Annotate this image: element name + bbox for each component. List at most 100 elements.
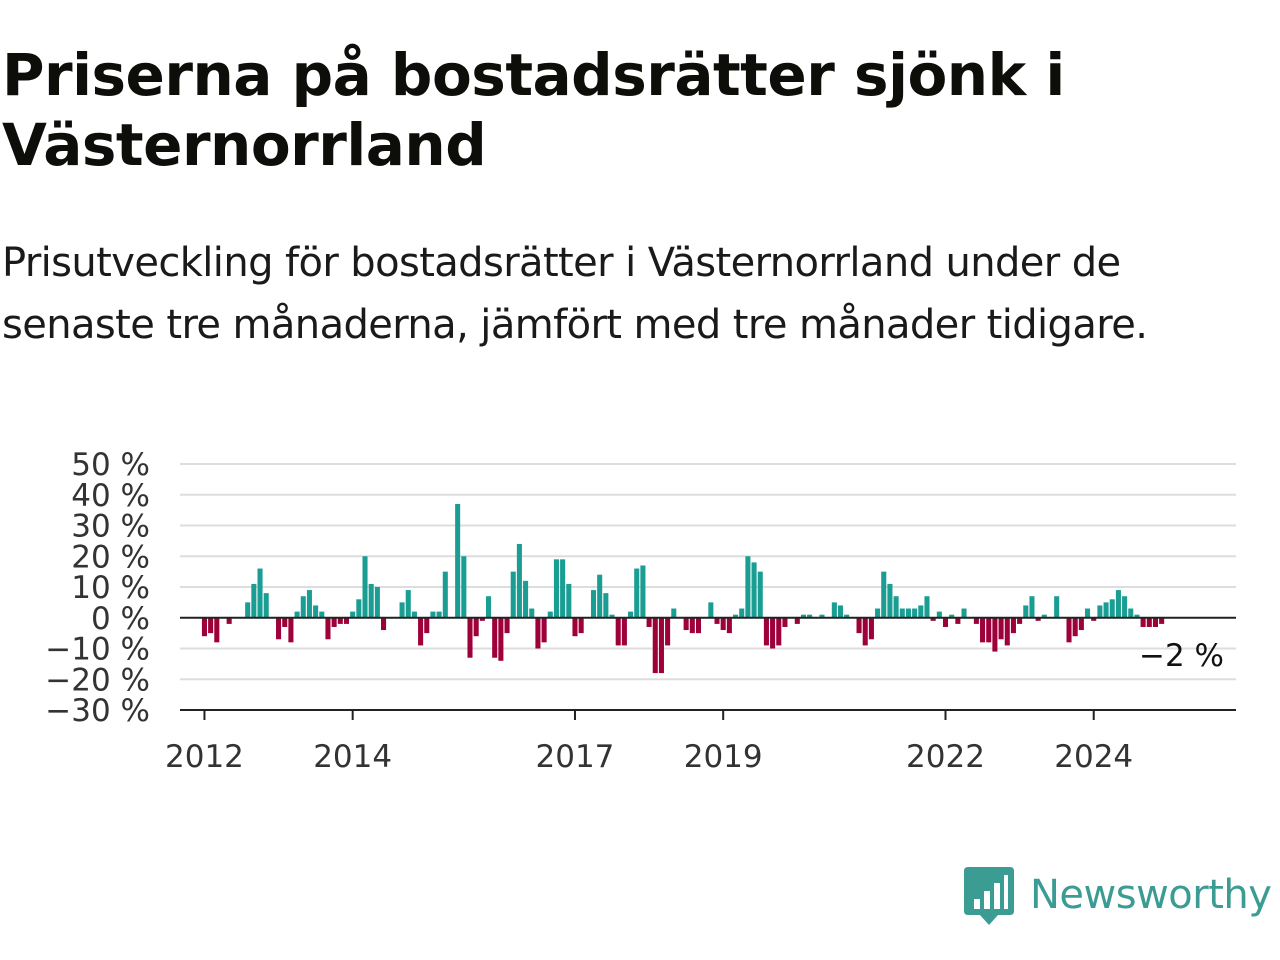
newsworthy-chart-icon (964, 867, 1014, 925)
chart-subtitle: Prisutveckling för bostadsrätter i Väste… (2, 240, 1148, 348)
bar (708, 602, 714, 618)
logo-text: Newsworthy (1030, 872, 1272, 918)
bar (912, 608, 918, 618)
y-tick-label: −20 % (45, 662, 150, 698)
bar (634, 568, 640, 618)
bar (776, 617, 782, 646)
bar (263, 593, 269, 618)
bar (201, 617, 207, 637)
bar (1134, 614, 1140, 618)
bar (1085, 608, 1091, 618)
bar (751, 562, 757, 618)
bar (578, 617, 584, 634)
newsworthy-logo: Newsworthy (962, 862, 1272, 928)
bar (1122, 596, 1128, 618)
y-tick-label: 20 % (71, 539, 150, 575)
bar (350, 611, 356, 618)
bar (1115, 590, 1121, 618)
x-tick-label: 2014 (313, 739, 392, 775)
bar (1146, 617, 1152, 627)
bar (714, 617, 720, 624)
y-tick-label: 50 % (71, 447, 150, 483)
y-tick-label: −30 % (45, 693, 150, 729)
last-value-label: −2 % (1139, 638, 1224, 674)
bar (794, 617, 800, 624)
bar (918, 605, 924, 618)
bar (831, 602, 837, 618)
bar (245, 602, 251, 618)
y-axis-ticks: 50 %40 %30 %20 %10 %0 %−10 %−20 %−30 % (45, 447, 150, 729)
bar (1004, 617, 1010, 646)
bar (875, 608, 881, 618)
bar (695, 617, 702, 634)
bar (282, 617, 288, 627)
bar (467, 617, 473, 658)
bar (560, 559, 566, 618)
bar (992, 617, 998, 652)
bar (739, 608, 745, 618)
y-tick-label: 40 % (71, 478, 150, 514)
bar (572, 617, 578, 637)
bar (665, 617, 671, 646)
bar (523, 580, 529, 618)
bar (1017, 617, 1023, 624)
bar (856, 617, 862, 634)
bar (609, 614, 615, 618)
bar-chart: 50 %40 %30 %20 %10 %0 %−10 %−20 %−30 % 2… (45, 447, 1236, 775)
bar (430, 611, 436, 618)
bar (949, 614, 955, 618)
bar (683, 617, 689, 631)
bar (547, 611, 553, 618)
bar (837, 605, 844, 618)
bar (418, 617, 424, 646)
x-tick-label: 2019 (684, 739, 763, 775)
bar (498, 617, 504, 661)
bar (510, 571, 516, 618)
bar (288, 617, 294, 643)
bar (936, 611, 942, 618)
bar (1066, 617, 1072, 643)
y-tick-label: 10 % (71, 570, 150, 606)
bar (782, 617, 788, 627)
bar (566, 583, 572, 618)
bar (1128, 608, 1134, 618)
bar (479, 617, 485, 621)
bar (819, 614, 825, 618)
chart-title: Priserna på bostadsrätter sjönk i Väster… (2, 41, 1065, 179)
bar (504, 617, 510, 634)
x-tick-label: 2017 (536, 739, 615, 775)
bar (300, 596, 306, 618)
bar (757, 571, 763, 618)
bar (436, 611, 442, 618)
bar (671, 608, 677, 618)
bar (881, 571, 887, 618)
bar (955, 617, 961, 624)
bar (251, 583, 257, 618)
x-tick-label: 2024 (1054, 739, 1133, 775)
bar (257, 568, 263, 618)
bar (1041, 614, 1047, 618)
bar (1035, 617, 1041, 621)
bar (628, 611, 634, 618)
bar (980, 617, 986, 643)
bar (455, 503, 461, 618)
bar (1091, 617, 1097, 621)
x-tick-label: 2022 (906, 739, 985, 775)
bar (1152, 617, 1159, 627)
bar (893, 596, 899, 618)
bar (942, 617, 949, 627)
bar (807, 614, 813, 618)
bar (621, 617, 627, 646)
bar (597, 574, 603, 618)
bar (770, 617, 776, 649)
bar (868, 617, 874, 640)
bar (689, 617, 695, 634)
bar (763, 617, 769, 646)
bar (986, 617, 992, 643)
bar (652, 617, 658, 674)
bar (1010, 617, 1016, 634)
bar (313, 605, 319, 618)
bar (411, 611, 417, 618)
bar (646, 617, 652, 627)
bar (541, 617, 547, 643)
